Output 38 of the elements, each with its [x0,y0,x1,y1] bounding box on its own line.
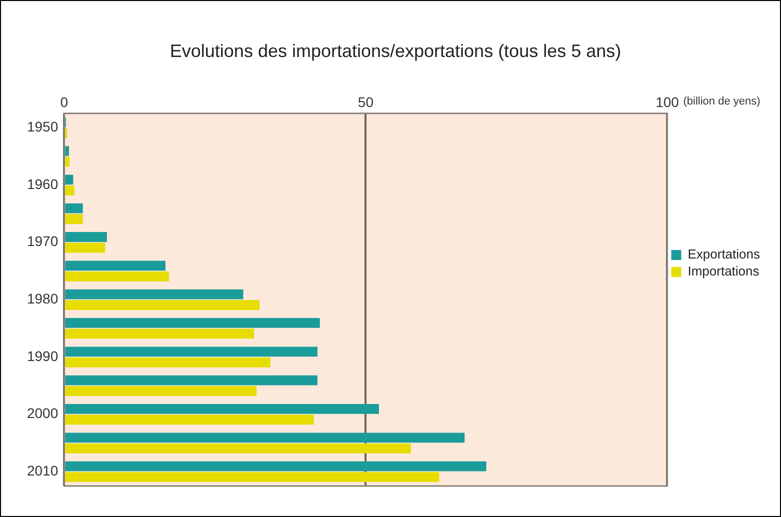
bar [65,242,106,253]
bar [65,432,465,443]
y-tick-label: 2010 [26,462,58,479]
x-axis-title: (billion de yens) [683,95,760,108]
bar [65,203,83,214]
legend-label: Exportations [688,246,760,262]
bar [65,443,411,454]
bar [65,214,83,224]
bar [65,357,270,368]
bar [65,461,486,472]
bar [65,156,70,167]
bar [65,260,166,271]
bar [65,375,318,386]
bar [65,318,320,328]
bar [65,346,318,357]
bar [65,185,74,196]
bar [65,300,260,310]
bar [65,146,69,156]
bar [65,386,257,396]
bar [65,289,244,300]
x-tick-label: 50 [358,94,374,110]
y-tick-label: 2000 [26,405,58,422]
x-tick-label: 100 [656,94,680,110]
chart-title: Evolutions des importations/exportations (tous les 5 ans) [170,40,622,61]
bar [65,174,74,185]
y-tick-label: 1970 [26,233,58,250]
bar [65,271,170,282]
legend-label: Importations [688,264,760,279]
y-tick-label: 1950 [26,118,58,135]
bar [65,232,107,242]
bar [65,404,379,414]
bar [65,472,440,482]
y-tick-label: 1980 [26,290,58,307]
x-tick-label: 0 [60,94,68,110]
bar [65,414,314,425]
y-tick-label: 1990 [26,348,58,364]
y-tick-label: 1960 [26,176,58,192]
bar [65,328,254,339]
